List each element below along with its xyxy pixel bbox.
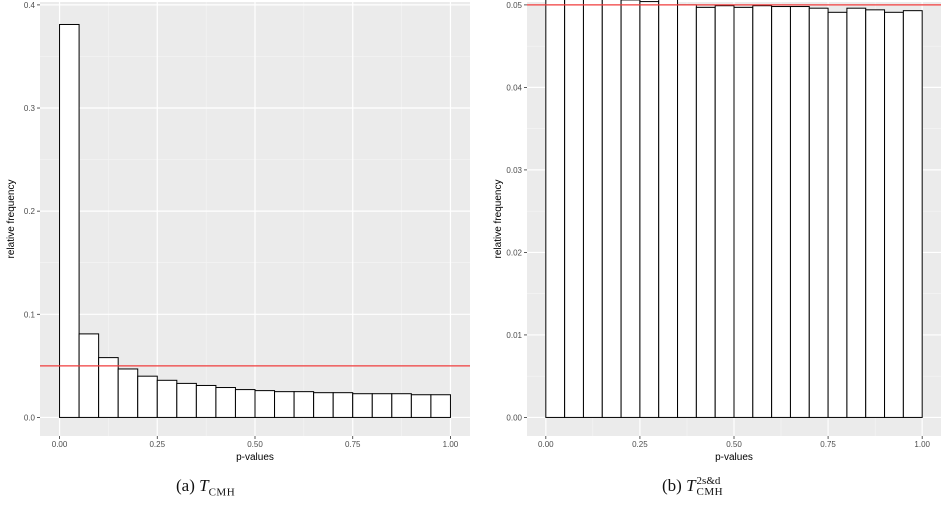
histogram-bar: [545, 0, 566, 418]
histogram-bar: [293, 391, 315, 418]
histogram-bar: [902, 10, 923, 418]
caption-a-subscript: CMH: [208, 486, 236, 499]
x-tick-label: 0.25: [149, 440, 165, 449]
histogram-bar: [234, 389, 256, 418]
histogram-bar: [59, 23, 80, 418]
x-tick-label: 1.00: [443, 440, 459, 449]
y-tick-label: 0.03: [506, 166, 522, 175]
y-tick-label: 0.4: [24, 1, 36, 10]
histogram-bar: [582, 0, 603, 418]
histogram-bar: [601, 0, 622, 418]
histogram-bar: [391, 393, 412, 418]
caption-b-symbol: T: [686, 476, 696, 495]
y-tick-label: 0.02: [506, 248, 522, 257]
histogram-bar: [156, 379, 178, 418]
histogram-bar: [677, 4, 697, 418]
x-tick-label: 0.00: [52, 440, 68, 449]
histogram-bar: [332, 392, 354, 418]
histogram-bar: [865, 9, 886, 418]
y-tick-label: 0.00: [506, 413, 522, 422]
histogram-bar: [98, 357, 119, 418]
histogram-bar: [430, 394, 451, 418]
histogram-bar: [658, 0, 679, 418]
y-tick-label: 0.1: [24, 310, 36, 319]
histogram-bar: [752, 5, 773, 418]
caption-a-prefix: (a): [176, 476, 195, 495]
x-tick-label: 0.50: [726, 440, 742, 449]
histogram-bar: [733, 6, 754, 418]
histogram-bar: [846, 7, 867, 418]
y-axis-title: relative frequency: [6, 180, 17, 259]
y-tick-label: 0.05: [506, 1, 522, 10]
caption-b-superscript: 2s&d: [696, 475, 721, 488]
histogram-bar: [884, 11, 904, 418]
histogram-bar: [410, 394, 432, 418]
histogram-bar: [564, 0, 584, 418]
x-tick-label: 0.75: [345, 440, 361, 449]
histogram-bar: [827, 11, 848, 418]
histogram-bar: [176, 382, 197, 418]
caption-b-subscript: CMH: [696, 486, 724, 499]
histogram-bar: [195, 384, 217, 418]
x-axis-title: p-values: [715, 452, 753, 463]
histogram-bar: [371, 393, 393, 418]
caption-a: (a) TCMH: [176, 476, 235, 498]
histogram-bar: [808, 7, 829, 418]
x-tick-label: 0.50: [247, 440, 263, 449]
histogram-bar: [215, 387, 236, 418]
histogram-bar: [254, 390, 276, 418]
histogram-bar: [352, 393, 373, 418]
y-tick-label: 0.01: [506, 331, 522, 340]
x-tick-label: 0.25: [632, 440, 648, 449]
histogram-bar: [78, 333, 100, 418]
histogram-bar: [117, 368, 139, 418]
caption-b: (b) T 2s&d CMH: [662, 476, 723, 498]
histogram-bar: [137, 375, 158, 418]
y-tick-label: 0.04: [506, 83, 522, 92]
x-tick-label: 0.75: [820, 440, 836, 449]
chart-b: 0.00 0.01 0.02 0.03 0.04 0.05 0.00 0.25 0.50 0.75…: [493, 0, 941, 463]
y-tick-label: 0.2: [24, 207, 36, 216]
caption-b-prefix: (b): [662, 476, 682, 495]
histogram-bar: [274, 391, 295, 418]
x-axis-title: p-values: [236, 452, 274, 463]
histogram-bar: [695, 6, 716, 418]
histogram-bar: [620, 0, 641, 418]
y-tick-label: 0.3: [24, 104, 36, 113]
caption-a-symbol: T: [199, 476, 209, 495]
x-tick-label: 0.00: [538, 440, 554, 449]
histogram-bar: [714, 5, 735, 418]
y-axis-title: relative frequency: [493, 180, 504, 259]
histogram-bar: [639, 1, 660, 418]
histogram-bar: [789, 6, 810, 418]
chart-a: 0.0 0.1 0.2 0.3 0.4 0.00 0.25 0.50 0.75 1.00 p-val…: [6, 1, 470, 463]
y-tick-label: 0.0: [24, 413, 36, 422]
histogram-bar: [313, 392, 334, 418]
x-tick-label: 1.00: [914, 440, 930, 449]
histogram-bar: [771, 6, 791, 418]
